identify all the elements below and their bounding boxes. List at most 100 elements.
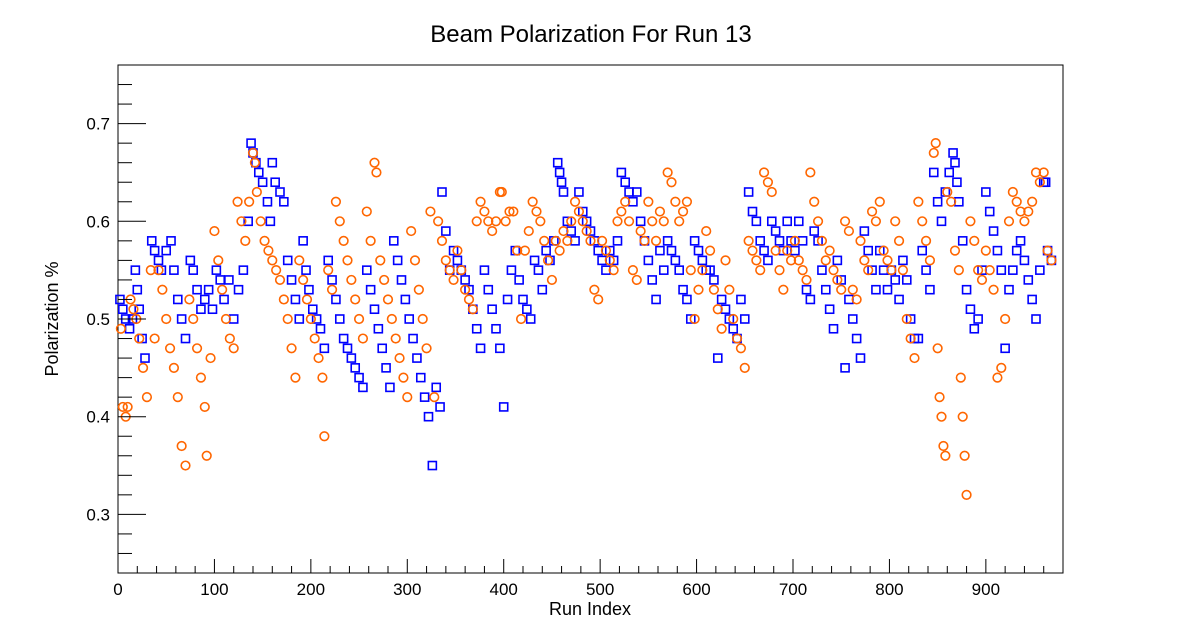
data-point — [1011, 245, 1022, 256]
data-point — [166, 236, 176, 246]
data-point — [417, 313, 428, 325]
data-point — [709, 275, 719, 285]
data-point — [377, 343, 388, 354]
data-point — [751, 255, 762, 266]
data-point — [816, 235, 828, 246]
data-point — [265, 216, 276, 227]
data-point — [917, 245, 928, 256]
data-point — [519, 245, 531, 256]
data-point — [724, 314, 735, 324]
data-point — [419, 392, 430, 402]
data-point — [1027, 294, 1037, 305]
data-point — [211, 265, 222, 275]
data-point — [149, 333, 160, 344]
data-point — [388, 236, 399, 246]
data-point — [851, 333, 862, 344]
data-point — [735, 343, 747, 354]
data-point — [847, 314, 858, 324]
data-point — [323, 265, 334, 276]
data-point — [666, 245, 677, 256]
data-point — [381, 363, 391, 373]
data-point — [812, 216, 824, 227]
data-point — [701, 225, 712, 237]
data-point — [240, 235, 251, 246]
data-point — [365, 235, 376, 246]
data-point — [1023, 206, 1034, 217]
data-point — [323, 255, 334, 266]
data-point — [681, 196, 693, 207]
data-point — [464, 284, 474, 295]
data-point — [596, 235, 608, 246]
data-point — [146, 236, 157, 246]
data-point — [952, 177, 962, 188]
data-point — [728, 323, 739, 334]
data-point — [1019, 216, 1030, 227]
data-point — [859, 255, 870, 266]
y-tick-label: 0.6 — [86, 212, 110, 231]
data-point — [828, 265, 839, 276]
data-point — [627, 265, 639, 276]
data-point — [682, 294, 692, 305]
data-point — [350, 294, 361, 305]
data-point — [643, 255, 654, 266]
plot-marks — [115, 138, 1057, 500]
data-point — [1031, 314, 1041, 324]
data-point — [932, 196, 943, 207]
data-point — [244, 196, 255, 207]
data-point — [577, 216, 588, 227]
data-point — [608, 255, 619, 266]
data-point — [992, 372, 1003, 383]
data-point — [840, 363, 850, 373]
data-point — [396, 275, 407, 285]
data-point — [1000, 313, 1011, 325]
data-point — [984, 206, 995, 217]
data-point — [658, 265, 669, 275]
data-point — [301, 265, 311, 275]
data-point — [460, 275, 470, 285]
data-point — [739, 314, 750, 324]
data-point — [778, 284, 789, 295]
data-point — [483, 284, 494, 295]
data-point — [500, 216, 511, 227]
data-point — [350, 363, 361, 373]
data-point — [774, 236, 785, 246]
data-point — [130, 265, 141, 275]
y-tick-label: 0.4 — [86, 408, 110, 427]
y-tick-label: 0.3 — [86, 505, 110, 524]
data-point — [988, 284, 999, 295]
data-point — [412, 353, 422, 363]
data-point — [1030, 167, 1042, 178]
data-point — [415, 372, 426, 383]
data-point — [213, 255, 224, 266]
data-point — [759, 245, 769, 256]
data-point — [527, 196, 538, 207]
data-point — [909, 352, 920, 364]
data-point — [298, 236, 308, 246]
data-point — [770, 245, 781, 256]
data-point — [257, 177, 268, 188]
data-point — [658, 216, 669, 227]
data-point — [1011, 196, 1022, 207]
data-point — [839, 216, 851, 227]
data-point — [562, 235, 573, 246]
data-point — [743, 187, 754, 197]
data-point — [369, 157, 380, 168]
data-point — [180, 460, 191, 471]
data-point — [562, 216, 573, 227]
data-point — [188, 265, 199, 275]
data-point — [770, 226, 781, 236]
x-tick-label: 500 — [586, 580, 614, 599]
data-point — [149, 245, 160, 256]
data-point — [168, 362, 180, 373]
data-point — [161, 245, 172, 256]
data-point — [1046, 255, 1057, 266]
data-point — [739, 362, 750, 373]
data-point — [236, 216, 247, 227]
x-tick-label: 100 — [200, 580, 228, 599]
data-point — [327, 275, 337, 285]
data-point — [164, 343, 176, 354]
data-point — [685, 265, 696, 276]
data-point — [371, 167, 382, 178]
data-point — [1007, 186, 1018, 198]
data-point — [255, 216, 266, 227]
